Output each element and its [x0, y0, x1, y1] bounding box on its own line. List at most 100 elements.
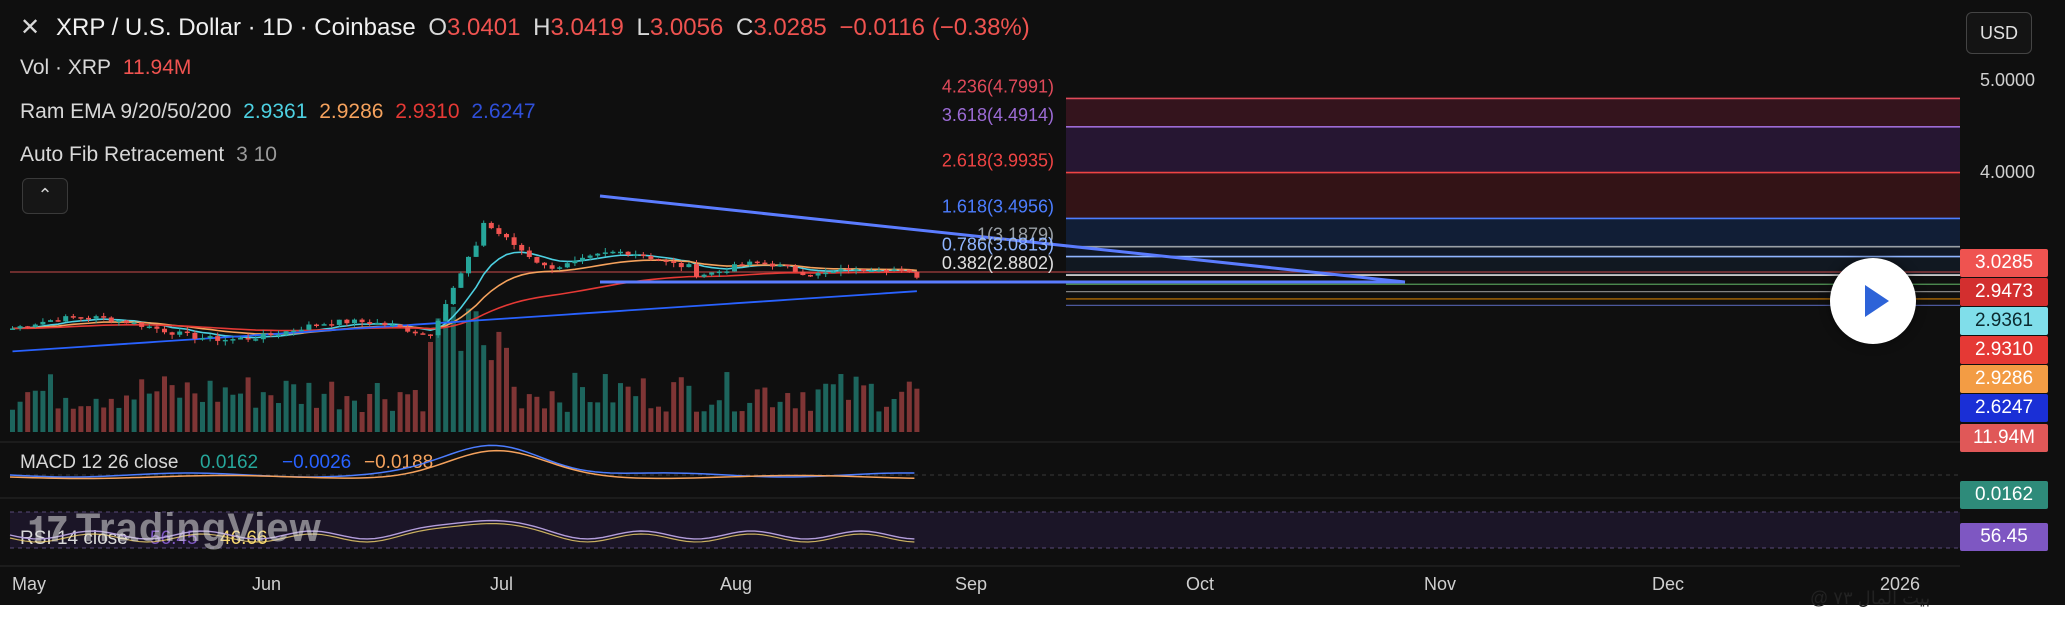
volume-bar	[260, 392, 266, 432]
volume-bar	[298, 403, 304, 432]
fib-zone	[1066, 126, 1960, 173]
ema20-value: 2.9286	[319, 100, 384, 123]
ema-lines	[12, 251, 918, 353]
fib-zone	[1066, 98, 1960, 127]
candle	[488, 222, 494, 229]
ema200-price-tag: 2.6247	[1960, 394, 2048, 422]
candle	[534, 257, 540, 263]
volume-bar	[770, 407, 775, 432]
volume-bar	[245, 377, 251, 432]
volume-bar	[823, 383, 829, 432]
rsi-price-tag: 56.45	[1960, 523, 2048, 551]
collapse-legend-button[interactable]: ⌃	[22, 178, 68, 214]
candle	[564, 263, 570, 268]
volume-bar	[177, 397, 183, 432]
volume-legend[interactable]: Vol · XRP 11.94M	[20, 56, 197, 80]
candle	[542, 262, 547, 266]
volume-bar	[838, 374, 844, 432]
ema50-price-tag: 2.9310	[1960, 336, 2048, 364]
low-label: L	[636, 14, 650, 41]
candle	[344, 319, 350, 324]
volume-bar	[450, 306, 456, 432]
chart-canvas[interactable]: 4.236(4.7991) 3.618(4.4914) 2.618(3.9935) 1…	[0, 0, 2065, 605]
volume-bar	[268, 395, 274, 432]
volume-bar	[815, 389, 821, 432]
ema20-line	[12, 259, 917, 335]
candle	[572, 260, 578, 264]
candle	[450, 287, 456, 305]
candle	[792, 266, 798, 272]
volume-bar	[238, 393, 243, 432]
chevron-up-icon: ⌃	[37, 185, 53, 205]
candle	[815, 272, 821, 276]
candle	[215, 336, 221, 341]
volume-bar	[694, 411, 699, 432]
macd-line	[9, 444, 915, 478]
volume-bar	[458, 350, 464, 432]
volume-bar	[192, 393, 198, 432]
volume-bar	[108, 398, 114, 432]
play-button[interactable]	[1830, 258, 1916, 344]
fib-level-label: 2.618(3.9935)	[942, 151, 1054, 171]
currency-button[interactable]: USD	[1966, 12, 2032, 54]
candle	[291, 330, 297, 333]
candle	[298, 329, 304, 332]
candle	[830, 271, 836, 274]
candle	[146, 326, 152, 329]
volume-bar	[602, 374, 608, 432]
candle	[162, 328, 167, 333]
volume-bar	[131, 399, 137, 432]
volume-bar	[367, 393, 373, 432]
candle	[899, 269, 905, 271]
fib-zone	[1066, 172, 1960, 219]
candle	[504, 233, 509, 238]
rsi-ma-line	[9, 522, 915, 543]
candle	[557, 267, 563, 269]
volume-bar	[230, 394, 236, 432]
volume-bar	[306, 382, 312, 432]
candle	[367, 322, 373, 324]
volume-bar	[625, 386, 631, 432]
candle	[359, 319, 365, 323]
candle	[382, 322, 388, 326]
volume-bar	[412, 390, 418, 432]
volume-bar	[435, 318, 441, 432]
candle	[268, 333, 274, 336]
candle	[283, 331, 289, 335]
candle	[63, 316, 69, 322]
candle	[321, 324, 327, 326]
volume-bar	[519, 408, 525, 432]
candle	[496, 228, 502, 234]
high-value: 3.0419	[550, 14, 624, 41]
candle	[131, 322, 137, 324]
volume-bar	[314, 407, 319, 432]
volume-bar	[154, 391, 160, 432]
close-icon[interactable]: ✕	[20, 14, 41, 41]
candle	[428, 334, 433, 336]
last-price-tag: 3.0285	[1960, 249, 2048, 277]
candle	[245, 338, 251, 340]
ema-legend[interactable]: Ram EMA 9/20/50/200 2.9361 2.9286 2.9310…	[20, 100, 542, 124]
volume-bar	[534, 396, 540, 432]
descending-trendline	[599, 194, 1406, 284]
volume-bar	[846, 399, 851, 432]
candle	[222, 339, 228, 342]
fib-legend[interactable]: Auto Fib Retracement 3 10	[20, 143, 283, 167]
candle	[519, 244, 525, 251]
candle	[32, 324, 38, 327]
volume-bar	[618, 383, 623, 432]
volume-bar	[374, 383, 380, 432]
candle	[694, 264, 699, 277]
x-axis-label: Nov	[1424, 574, 1456, 594]
volume-bar	[686, 385, 692, 432]
x-axis-label: Oct	[1186, 574, 1214, 594]
volume-bar	[344, 396, 350, 432]
fib-level-label: 1(3.1879)	[977, 225, 1054, 245]
volume-bar	[648, 408, 654, 432]
volume-bar	[580, 387, 585, 432]
fib-zones	[1066, 98, 1960, 276]
candle	[511, 237, 517, 245]
ema200-value: 2.6247	[471, 100, 536, 123]
candle	[861, 269, 867, 272]
trendlines	[599, 194, 1406, 284]
